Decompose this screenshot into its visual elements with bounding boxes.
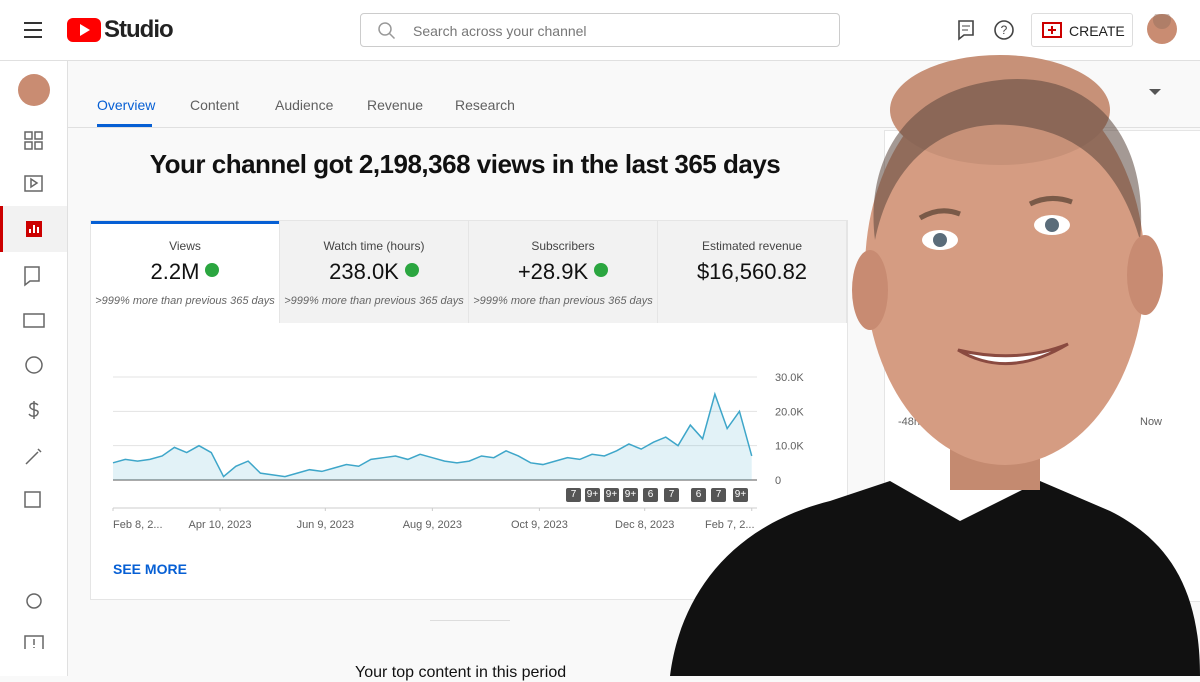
x-tick-label: Feb 7, 2...: [705, 519, 755, 531]
tab[interactable]: Content: [190, 97, 240, 113]
x-tick-label: Oct 9, 2023: [511, 519, 568, 531]
x-tick-label: Feb 8, 2...: [113, 519, 163, 531]
nav-icons[interactable]: [22, 129, 46, 649]
active-nav[interactable]: [0, 206, 67, 252]
feedback-icon[interactable]: [956, 19, 976, 41]
tab[interactable]: Audience: [275, 97, 334, 113]
metric-card[interactable]: Subscribers +28.9K >999% more than previou…: [469, 221, 658, 323]
views-line: [112, 391, 753, 478]
dropdown-arrow[interactable]: [1148, 88, 1162, 98]
video-badge[interactable]: 6: [643, 488, 658, 502]
video-badge[interactable]: 9+: [604, 488, 619, 502]
tab[interactable]: Overview: [97, 97, 156, 113]
y-tick-label: 10.0K: [775, 441, 804, 453]
video-badge[interactable]: 9+: [623, 488, 638, 502]
card-indicator: [91, 221, 279, 224]
x-tick-label: Jun 9, 2023: [297, 519, 355, 531]
avatar[interactable]: [1147, 14, 1177, 44]
metric-card[interactable]: Estimated revenue $16,560.82: [658, 221, 847, 323]
x-tick-label: Apr 10, 2023: [189, 519, 252, 531]
metric-value: +28.9K: [469, 259, 657, 285]
tab[interactable]: Revenue: [367, 97, 424, 113]
create-label: CREATE: [1069, 23, 1125, 39]
metric-change: >999% more than previous 365 days: [473, 295, 653, 307]
top-bar: Studio Search across your channel ? CREA…: [0, 0, 1200, 61]
metric-card[interactable]: Watch time (hours) 238.0K >999% more than …: [280, 221, 469, 323]
tab[interactable]: Research: [455, 97, 515, 113]
metric-value: 238.0K: [280, 259, 468, 285]
logo-text[interactable]: Studio: [104, 16, 174, 43]
up-icon: [594, 263, 609, 277]
tab-divider: [68, 127, 1200, 128]
headline: Your channel got 2,198,368 views in the …: [149, 149, 781, 179]
video-badge[interactable]: 6: [691, 488, 706, 502]
up-icon: [404, 263, 419, 277]
up-icon: [205, 263, 220, 277]
metric-label: Subscribers: [531, 239, 595, 253]
help-icon[interactable]: ?: [993, 19, 1015, 41]
metric-change: >999% more than previous 365 days: [95, 295, 275, 307]
metric-label: Views: [169, 239, 201, 253]
y-tick-label: 0: [775, 475, 781, 487]
create-button[interactable]: CREATE: [1031, 13, 1133, 47]
svg-text:?: ?: [1001, 23, 1008, 37]
metric-value: 2.2M: [91, 259, 279, 285]
video-badge[interactable]: 7: [566, 488, 581, 502]
y-tick-label: 20.0K: [775, 406, 804, 418]
logo-icon[interactable]: [67, 18, 101, 42]
realtime-start: -48h: [898, 416, 921, 428]
video-badge[interactable]: 7: [664, 488, 679, 502]
metric-card[interactable]: Views 2.2M >999% more than previous 365 da…: [91, 221, 280, 323]
metric-value: $16,560.82: [696, 259, 808, 284]
video-badge[interactable]: 9+: [585, 488, 600, 502]
search-box[interactable]: Search across your channel: [360, 13, 840, 47]
video-badge[interactable]: 9+: [733, 488, 748, 502]
tab-underline: [97, 124, 152, 127]
metric-label: Watch time (hours): [323, 239, 425, 253]
realtime-end: Now: [1140, 416, 1163, 428]
y-tick-label: 30.0K: [775, 372, 804, 384]
x-tick-label: Dec 8, 2023: [615, 519, 674, 531]
video-badge[interactable]: 7: [711, 488, 726, 502]
separator: [430, 620, 510, 621]
menu-button[interactable]: [22, 20, 46, 40]
channel-avatar[interactable]: [18, 74, 50, 106]
presenter-overlay: [670, 55, 1200, 676]
area-fill: [113, 394, 752, 480]
top-content-title: Your top content in this period: [355, 664, 567, 681]
sidebar: [0, 61, 68, 676]
x-tick-label: Aug 9, 2023: [403, 519, 462, 531]
see-more-button[interactable]: SEE MORE: [113, 561, 187, 577]
metric-change: >999% more than previous 365 days: [284, 295, 464, 307]
metric-label: Estimated revenue: [701, 239, 803, 253]
search-placeholder: Search across your channel: [413, 23, 587, 39]
